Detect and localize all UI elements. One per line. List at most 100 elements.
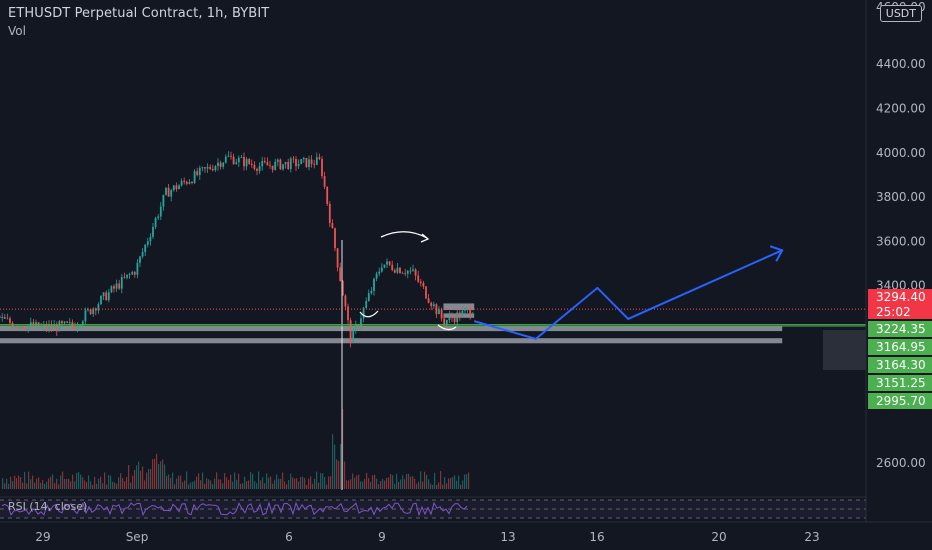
volume-bar xyxy=(182,482,184,489)
volume-bar xyxy=(220,479,222,489)
volume-bar xyxy=(256,483,258,489)
volume-bar xyxy=(20,477,22,489)
candle-body xyxy=(458,312,461,318)
volume-bar xyxy=(426,474,428,489)
candle-body xyxy=(94,308,97,311)
candle-body xyxy=(466,309,469,310)
volume-bar xyxy=(150,469,152,489)
candle-body xyxy=(274,161,277,170)
volume-bar xyxy=(372,475,374,489)
candle-body xyxy=(341,281,344,296)
volume-bar xyxy=(166,475,168,489)
candle-body xyxy=(243,156,245,167)
volume-bar xyxy=(304,478,306,489)
candle-body xyxy=(230,155,232,157)
volume-bar xyxy=(186,471,188,489)
zone-rect xyxy=(443,303,475,311)
candle-body xyxy=(453,318,456,323)
volume-bar xyxy=(46,481,48,489)
candle-body xyxy=(22,326,24,329)
volume-bar xyxy=(334,444,336,489)
candle-body xyxy=(347,306,349,321)
volume-bar xyxy=(94,476,96,489)
candle-body xyxy=(438,309,440,315)
bar-countdown: 25:02 xyxy=(868,305,932,319)
candle-body xyxy=(250,163,253,165)
candle-body xyxy=(224,156,227,163)
candle-body xyxy=(287,161,290,169)
volume-bar xyxy=(72,474,74,489)
volume-bar xyxy=(126,476,128,489)
candle-body xyxy=(308,159,310,168)
candle-body xyxy=(412,269,414,271)
candle-body xyxy=(430,302,433,307)
candle-body xyxy=(445,319,448,325)
candle-body xyxy=(352,330,355,344)
time-tick: 20 xyxy=(711,530,726,544)
rsi-indicator-label[interactable]: RSI (14, close) xyxy=(8,500,88,513)
volume-bar xyxy=(262,477,264,489)
volume-bar xyxy=(398,481,400,489)
candle-body xyxy=(276,159,279,162)
volume-bar xyxy=(8,483,10,489)
zone-shadow xyxy=(823,330,866,370)
volume-bar xyxy=(234,472,236,489)
time-tick: 23 xyxy=(804,530,819,544)
volume-bar xyxy=(152,459,154,489)
candle-body xyxy=(334,228,336,249)
candle-body xyxy=(191,182,193,184)
candle-body xyxy=(16,326,19,328)
volume-bar xyxy=(238,473,240,489)
volume-bar xyxy=(274,479,276,489)
price-axis[interactable]: 2600.003400.003600.003800.004000.004200.… xyxy=(865,0,926,522)
symbol-title[interactable]: ETHUSDT Perpetual Contract, 1h, BYBIT xyxy=(8,6,270,21)
volume-bar xyxy=(250,472,252,489)
volume-bar xyxy=(6,478,8,489)
volume-bar xyxy=(44,483,46,489)
volume-bar xyxy=(394,483,396,489)
volume-bar xyxy=(248,480,250,489)
volume-bar xyxy=(164,464,166,489)
candle-body xyxy=(84,310,87,322)
volume-bar xyxy=(98,478,100,489)
candle-body xyxy=(66,321,69,323)
volume-bar xyxy=(64,478,66,489)
volume-bar xyxy=(82,477,84,489)
volume-bar xyxy=(402,475,404,489)
candle-body xyxy=(362,307,365,319)
candle-body xyxy=(302,158,305,160)
volume-bar xyxy=(184,480,186,489)
volume-bar xyxy=(422,481,424,489)
volume-bar xyxy=(454,475,456,489)
volume-bar xyxy=(414,478,416,489)
candle-body xyxy=(282,164,284,170)
volume-bar xyxy=(272,483,274,489)
volume-indicator-label[interactable]: Vol xyxy=(8,24,26,38)
volume-bar xyxy=(434,472,436,489)
volume-bar xyxy=(26,483,28,489)
volume-bar xyxy=(178,475,180,489)
level-tag: 3164.95 xyxy=(868,339,932,355)
candle-body xyxy=(113,286,115,289)
time-axis[interactable]: 29 Sep 6 9 13 16 20 23 xyxy=(0,521,932,544)
volume-bar xyxy=(322,473,324,489)
volume-bar xyxy=(314,478,316,489)
candle-body xyxy=(295,159,297,167)
candle-body xyxy=(183,180,186,182)
volume-bar xyxy=(222,483,224,489)
annotation-arc-bottom xyxy=(437,324,457,331)
candle-body xyxy=(0,315,1,319)
volume-bar xyxy=(196,476,198,489)
candle-body xyxy=(365,301,368,308)
candle-body xyxy=(3,316,6,319)
volume-bar xyxy=(318,482,320,489)
candle-body xyxy=(6,318,9,320)
candle-body xyxy=(178,185,180,190)
currency-button[interactable]: USDT xyxy=(879,5,922,22)
candle-body xyxy=(235,162,238,165)
candle-body xyxy=(289,158,292,169)
candles xyxy=(0,151,474,490)
candle-body xyxy=(240,156,243,158)
volume-bar xyxy=(50,476,52,489)
